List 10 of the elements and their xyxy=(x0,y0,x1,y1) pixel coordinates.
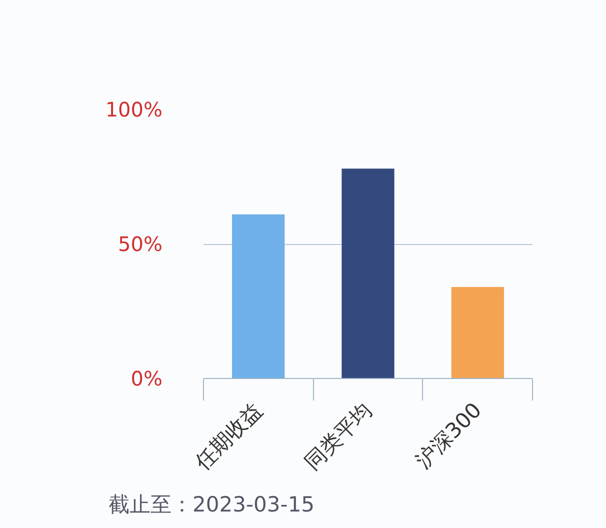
bar xyxy=(342,168,394,378)
x-tick-label: 任期收益 xyxy=(190,398,267,476)
bar xyxy=(232,214,285,378)
y-tick-label: 100% xyxy=(105,98,163,122)
bar xyxy=(451,287,504,378)
y-tick-label: 0% xyxy=(130,366,163,390)
x-tick-label: 沪深300 xyxy=(411,398,486,474)
x-tick-label: 同类平均 xyxy=(300,398,376,474)
y-tick-label: 50% xyxy=(118,232,162,256)
text: 截止至：2023-03-15 xyxy=(108,492,315,516)
